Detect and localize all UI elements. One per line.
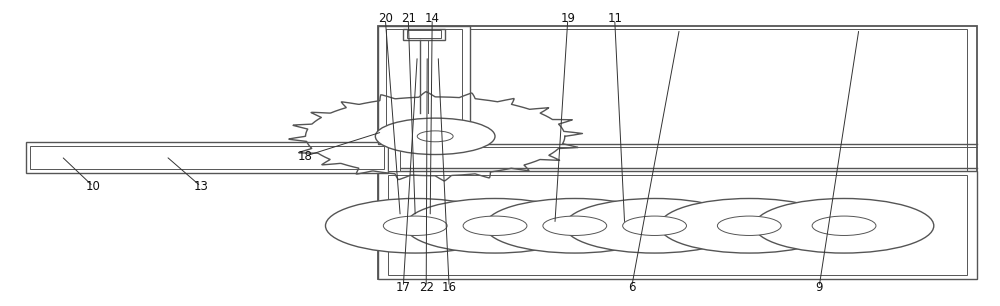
Bar bbox=[378, 171, 977, 279]
Circle shape bbox=[623, 216, 686, 236]
Circle shape bbox=[812, 216, 876, 236]
Text: 14: 14 bbox=[425, 13, 440, 25]
Text: 16: 16 bbox=[442, 281, 457, 293]
Bar bbox=[378, 26, 470, 144]
Text: 11: 11 bbox=[607, 13, 622, 25]
Text: 19: 19 bbox=[560, 13, 575, 25]
Bar bbox=[386, 29, 462, 140]
Bar bbox=[378, 26, 977, 279]
Bar bbox=[403, 29, 445, 40]
Circle shape bbox=[717, 216, 781, 236]
Text: 17: 17 bbox=[396, 281, 411, 293]
Bar bbox=[407, 30, 441, 38]
Bar bbox=[30, 146, 384, 169]
Circle shape bbox=[754, 199, 934, 253]
Text: 18: 18 bbox=[298, 150, 313, 162]
Text: 6: 6 bbox=[628, 281, 635, 293]
Circle shape bbox=[565, 199, 744, 253]
Circle shape bbox=[325, 199, 505, 253]
Text: 10: 10 bbox=[86, 180, 101, 193]
Bar bbox=[388, 144, 400, 171]
Bar bbox=[388, 29, 967, 275]
Text: 21: 21 bbox=[401, 13, 416, 25]
Bar bbox=[26, 142, 388, 173]
Text: 13: 13 bbox=[193, 180, 208, 193]
Circle shape bbox=[660, 199, 839, 253]
Text: 20: 20 bbox=[378, 13, 393, 25]
Circle shape bbox=[463, 216, 527, 236]
Text: 22: 22 bbox=[419, 281, 434, 293]
Circle shape bbox=[543, 216, 607, 236]
Circle shape bbox=[375, 118, 495, 155]
Bar bbox=[388, 175, 967, 275]
Circle shape bbox=[383, 216, 447, 236]
Circle shape bbox=[405, 199, 585, 253]
Text: 9: 9 bbox=[815, 281, 823, 293]
Circle shape bbox=[417, 131, 453, 142]
Circle shape bbox=[485, 199, 665, 253]
